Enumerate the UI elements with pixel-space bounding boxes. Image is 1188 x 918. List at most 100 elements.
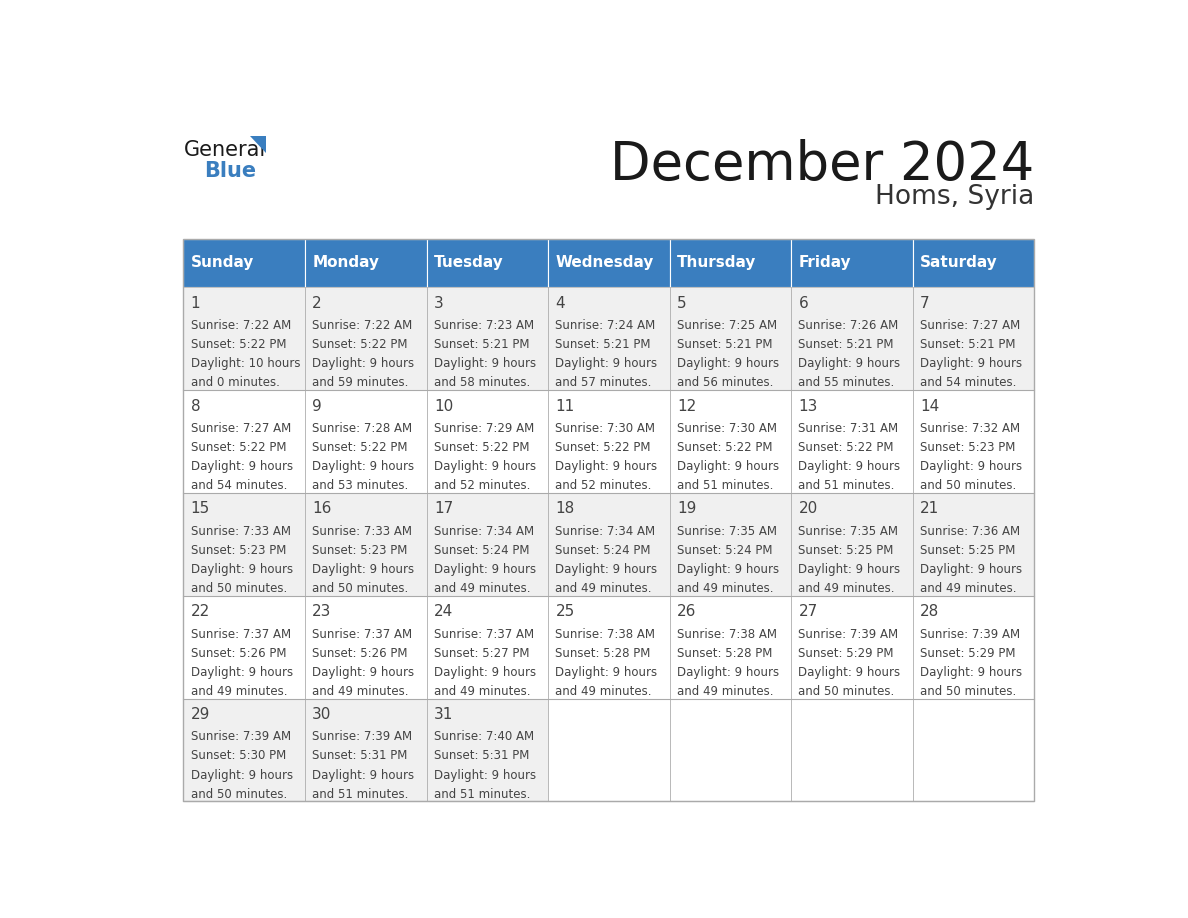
Bar: [670, 699, 791, 801]
Bar: [305, 286, 426, 390]
Text: Thursday: Thursday: [677, 255, 757, 270]
Bar: [305, 699, 426, 801]
Text: Sunset: 5:28 PM: Sunset: 5:28 PM: [677, 646, 772, 659]
Bar: [183, 390, 305, 493]
Bar: [791, 596, 912, 699]
Text: Sunrise: 7:29 AM: Sunrise: 7:29 AM: [434, 421, 535, 435]
Text: Tuesday: Tuesday: [434, 255, 504, 270]
Text: 10: 10: [434, 398, 453, 413]
Text: Sunset: 5:21 PM: Sunset: 5:21 PM: [677, 338, 772, 351]
Text: Sunrise: 7:33 AM: Sunrise: 7:33 AM: [191, 524, 291, 538]
Text: 11: 11: [555, 398, 575, 413]
Text: Wednesday: Wednesday: [555, 255, 653, 270]
Text: Sunset: 5:23 PM: Sunset: 5:23 PM: [191, 543, 286, 556]
Text: Sunrise: 7:34 AM: Sunrise: 7:34 AM: [434, 524, 533, 538]
Text: Daylight: 9 hours: Daylight: 9 hours: [677, 357, 779, 370]
Text: Sunrise: 7:22 AM: Sunrise: 7:22 AM: [191, 319, 291, 331]
Bar: [791, 286, 912, 390]
Bar: [183, 286, 305, 390]
Text: Sunset: 5:22 PM: Sunset: 5:22 PM: [677, 441, 772, 453]
Text: Sunset: 5:22 PM: Sunset: 5:22 PM: [312, 441, 407, 453]
Bar: [791, 699, 912, 801]
Text: 26: 26: [677, 604, 696, 620]
Text: Sunrise: 7:35 AM: Sunrise: 7:35 AM: [677, 524, 777, 538]
Text: Sunset: 5:26 PM: Sunset: 5:26 PM: [312, 646, 407, 659]
Text: Daylight: 9 hours: Daylight: 9 hours: [312, 768, 415, 781]
Text: Sunset: 5:21 PM: Sunset: 5:21 PM: [555, 338, 651, 351]
Text: and 49 minutes.: and 49 minutes.: [555, 685, 652, 698]
Text: Sunset: 5:27 PM: Sunset: 5:27 PM: [434, 646, 530, 659]
Text: and 49 minutes.: and 49 minutes.: [434, 685, 530, 698]
Text: 19: 19: [677, 501, 696, 517]
Text: Sunrise: 7:35 AM: Sunrise: 7:35 AM: [798, 524, 898, 538]
Text: 31: 31: [434, 707, 453, 722]
Text: Homs, Syria: Homs, Syria: [876, 185, 1035, 210]
Bar: [305, 493, 426, 596]
Text: and 58 minutes.: and 58 minutes.: [434, 375, 530, 389]
Text: and 54 minutes.: and 54 minutes.: [191, 479, 287, 492]
Text: Saturday: Saturday: [920, 255, 998, 270]
Text: and 51 minutes.: and 51 minutes.: [677, 479, 773, 492]
Text: Sunset: 5:24 PM: Sunset: 5:24 PM: [434, 543, 530, 556]
Text: Sunrise: 7:39 AM: Sunrise: 7:39 AM: [191, 731, 291, 744]
Text: Daylight: 9 hours: Daylight: 9 hours: [677, 460, 779, 473]
Text: and 54 minutes.: and 54 minutes.: [920, 375, 1017, 389]
Text: Sunrise: 7:40 AM: Sunrise: 7:40 AM: [434, 731, 533, 744]
Bar: [548, 699, 670, 801]
Text: and 49 minutes.: and 49 minutes.: [434, 582, 530, 595]
Text: Daylight: 9 hours: Daylight: 9 hours: [555, 357, 657, 370]
Text: Daylight: 9 hours: Daylight: 9 hours: [798, 666, 901, 678]
Polygon shape: [249, 136, 266, 152]
Text: and 50 minutes.: and 50 minutes.: [312, 582, 409, 595]
Text: 5: 5: [677, 296, 687, 310]
Text: Sunday: Sunday: [191, 255, 254, 270]
Text: 15: 15: [191, 501, 210, 517]
Text: Monday: Monday: [312, 255, 379, 270]
Bar: [912, 286, 1035, 390]
Text: 12: 12: [677, 398, 696, 413]
Text: Daylight: 9 hours: Daylight: 9 hours: [312, 357, 415, 370]
Text: Daylight: 9 hours: Daylight: 9 hours: [677, 666, 779, 678]
Text: Sunset: 5:21 PM: Sunset: 5:21 PM: [434, 338, 530, 351]
Bar: [305, 596, 426, 699]
Text: Sunrise: 7:38 AM: Sunrise: 7:38 AM: [555, 628, 656, 641]
Text: Daylight: 9 hours: Daylight: 9 hours: [434, 563, 536, 576]
Bar: [548, 390, 670, 493]
Text: 6: 6: [798, 296, 808, 310]
Text: Sunrise: 7:23 AM: Sunrise: 7:23 AM: [434, 319, 533, 331]
Bar: [426, 596, 548, 699]
Text: Sunrise: 7:30 AM: Sunrise: 7:30 AM: [677, 421, 777, 435]
Bar: [912, 390, 1035, 493]
Bar: [183, 596, 305, 699]
Text: Sunrise: 7:28 AM: Sunrise: 7:28 AM: [312, 421, 412, 435]
Text: Sunrise: 7:37 AM: Sunrise: 7:37 AM: [191, 628, 291, 641]
Text: 18: 18: [555, 501, 575, 517]
Text: Daylight: 9 hours: Daylight: 9 hours: [798, 357, 901, 370]
Bar: [670, 390, 791, 493]
Text: and 50 minutes.: and 50 minutes.: [920, 685, 1016, 698]
Text: Sunset: 5:21 PM: Sunset: 5:21 PM: [920, 338, 1016, 351]
Bar: [670, 239, 791, 286]
Text: Sunset: 5:24 PM: Sunset: 5:24 PM: [555, 543, 651, 556]
Bar: [791, 239, 912, 286]
Bar: [305, 390, 426, 493]
Text: and 56 minutes.: and 56 minutes.: [677, 375, 773, 389]
Text: Daylight: 9 hours: Daylight: 9 hours: [434, 768, 536, 781]
Text: and 49 minutes.: and 49 minutes.: [798, 582, 895, 595]
Bar: [670, 493, 791, 596]
Text: and 51 minutes.: and 51 minutes.: [434, 788, 530, 800]
Text: December 2024: December 2024: [609, 139, 1035, 190]
Text: Sunset: 5:28 PM: Sunset: 5:28 PM: [555, 646, 651, 659]
Text: Sunset: 5:23 PM: Sunset: 5:23 PM: [312, 543, 407, 556]
Text: Daylight: 9 hours: Daylight: 9 hours: [191, 563, 293, 576]
Text: Daylight: 9 hours: Daylight: 9 hours: [312, 666, 415, 678]
Text: 29: 29: [191, 707, 210, 722]
Text: Sunset: 5:22 PM: Sunset: 5:22 PM: [312, 338, 407, 351]
Bar: [183, 699, 305, 801]
Text: Daylight: 9 hours: Daylight: 9 hours: [434, 460, 536, 473]
Text: Sunrise: 7:27 AM: Sunrise: 7:27 AM: [191, 421, 291, 435]
Text: and 51 minutes.: and 51 minutes.: [798, 479, 895, 492]
Text: Sunset: 5:22 PM: Sunset: 5:22 PM: [191, 441, 286, 453]
Text: Sunset: 5:30 PM: Sunset: 5:30 PM: [191, 749, 286, 763]
Text: Sunrise: 7:38 AM: Sunrise: 7:38 AM: [677, 628, 777, 641]
